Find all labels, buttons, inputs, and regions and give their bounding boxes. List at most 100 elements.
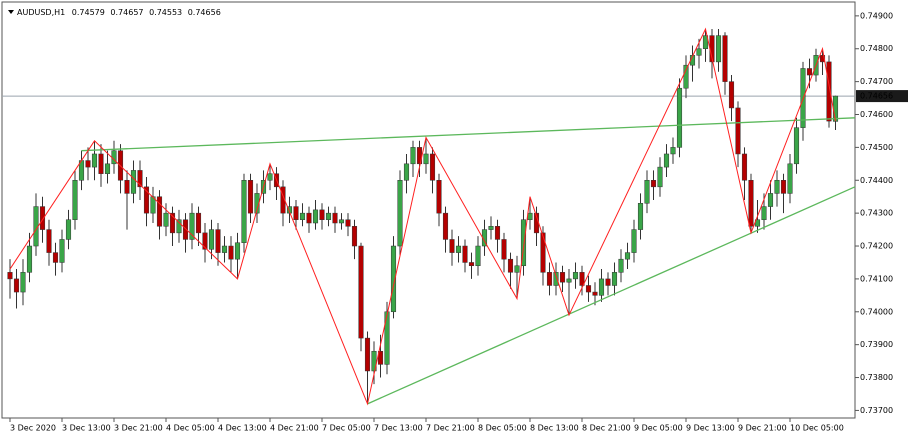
candle-body [189, 212, 195, 240]
candle-body [748, 180, 754, 227]
candle-body [741, 153, 748, 181]
candle-body [546, 272, 553, 286]
candle-body [585, 285, 592, 293]
candle-body [806, 68, 813, 76]
candle-body [26, 245, 33, 273]
candle-body [637, 203, 644, 230]
candle-body [449, 239, 455, 253]
candle-body [20, 272, 26, 293]
candle-body [598, 278, 605, 296]
y-tick-label: 0.74400 [860, 176, 893, 185]
candle-body [143, 186, 150, 214]
candle-body [735, 107, 741, 155]
candle-body [39, 206, 46, 230]
x-tick-label: 9 Dec 21:00 [738, 424, 787, 433]
x-tick-label: 4 Dec 05:00 [166, 424, 215, 433]
y-tick-label: 0.74500 [860, 143, 893, 152]
candle-body [761, 206, 767, 220]
last-price-label: 0.74656 [860, 92, 893, 101]
x-tick-label: 3 Dec 13:00 [62, 424, 111, 433]
y-tick-label: 0.74900 [860, 11, 893, 20]
candle-body [182, 219, 189, 240]
candle-body [228, 245, 234, 260]
candle-body [371, 350, 377, 372]
candle-body [267, 173, 273, 181]
candle-body [462, 245, 468, 263]
candle-body [429, 153, 436, 181]
x-tick-label: 3 Dec 2020 [10, 424, 56, 433]
candle-body [338, 219, 345, 224]
candle-body [72, 180, 78, 220]
candle-body [826, 61, 832, 122]
x-tick-label: 7 Dec 21:00 [426, 424, 475, 433]
y-tick-label: 0.73900 [860, 340, 893, 349]
candle-body [384, 311, 390, 365]
candle-body [312, 209, 319, 224]
last-low: 0.74553 [149, 8, 182, 17]
candle-body [559, 272, 566, 283]
candle-body [85, 160, 91, 168]
candle-body [215, 229, 221, 253]
candle-body [293, 206, 299, 220]
candle-body [611, 272, 618, 286]
x-tick-label: 9 Dec 05:00 [634, 424, 683, 433]
last-price-tag [856, 90, 908, 103]
candle-body [715, 35, 722, 63]
x-tick-label: 9 Dec 13:00 [686, 424, 735, 433]
candle-body [455, 245, 462, 253]
candle-body [202, 232, 208, 250]
candle-body [98, 153, 104, 174]
candle-body [468, 262, 475, 267]
candle-body [195, 212, 202, 234]
candle-body [787, 163, 793, 194]
candle-body [46, 229, 52, 253]
candle-body [403, 163, 410, 181]
candle-body [299, 212, 306, 220]
candle-body [234, 242, 241, 260]
candle-body [579, 272, 585, 286]
candle-body [169, 212, 176, 234]
candle-body [65, 219, 72, 240]
candle-body [208, 229, 215, 250]
y-tick-label: 0.74200 [860, 242, 893, 251]
candle-body [364, 337, 371, 372]
candle-body [696, 48, 702, 56]
x-tick-label: 4 Dec 13:00 [218, 424, 267, 433]
candle-body [780, 180, 787, 194]
candle-body [397, 180, 403, 247]
candle-body [553, 272, 559, 286]
candle-body [345, 219, 351, 227]
candle-body [247, 180, 254, 214]
candle-body [176, 219, 182, 234]
candle-body [520, 219, 527, 267]
candle-body [221, 245, 228, 253]
x-tick-label: 3 Dec 21:00 [114, 424, 163, 433]
candle-body [494, 226, 501, 240]
candle-body [104, 163, 111, 174]
x-tick-label: 7 Dec 05:00 [322, 424, 371, 433]
candle-body [130, 170, 137, 194]
last-high: 0.74657 [110, 8, 143, 17]
candle-body [540, 232, 546, 273]
candle-body [442, 212, 449, 240]
candle-body [7, 272, 13, 280]
candle-body [488, 226, 494, 230]
x-tick-label: 10 Dec 05:00 [790, 424, 844, 433]
last-open: 0.74579 [72, 8, 105, 17]
candle-body [390, 245, 397, 313]
candle-body [631, 229, 637, 253]
candle-body [351, 226, 358, 247]
x-tick-label: 4 Dec 21:00 [270, 424, 319, 433]
candle-body [670, 147, 676, 155]
chart-header: AUDUSD,H1 0.74579 0.74657 0.74553 0.7465… [17, 8, 221, 17]
candle-body [280, 186, 286, 214]
candle-body [663, 153, 670, 168]
candle-body [13, 278, 20, 293]
candle-body [319, 209, 325, 220]
candle-body [793, 127, 800, 165]
candle-body [306, 212, 312, 224]
candle-body [644, 180, 650, 204]
y-tick-label: 0.74100 [860, 274, 893, 283]
candle-body [241, 180, 247, 243]
